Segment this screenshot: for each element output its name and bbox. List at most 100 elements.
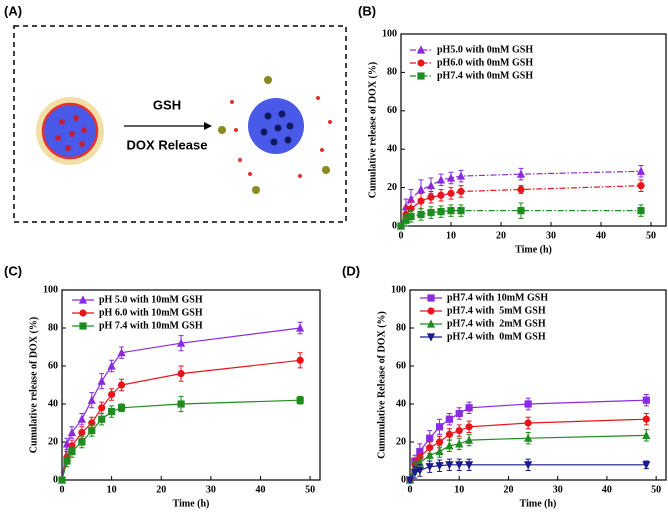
x-tick-label: 0 [399, 230, 404, 241]
x-tick-label: 50 [651, 484, 661, 495]
x-tick-label: 30 [553, 484, 563, 495]
y-tick-label: 100 [382, 28, 397, 39]
marker [98, 404, 106, 412]
marker [455, 427, 463, 435]
marker [426, 319, 436, 328]
marker [447, 189, 455, 197]
y-tick-label: 60 [396, 360, 406, 371]
legend-label: pH 7.4 with 10mM GSH [99, 320, 203, 331]
marker [417, 72, 425, 80]
marker [464, 461, 474, 470]
x-tick-label: 30 [546, 230, 556, 241]
marker [457, 187, 465, 196]
marker [435, 438, 444, 446]
y-tick-label: 40 [48, 398, 58, 409]
marker [445, 461, 454, 470]
y-tick-label: 60 [387, 105, 397, 116]
series-line [409, 418, 647, 481]
x-tick-label: 50 [646, 230, 656, 241]
x-tick-label: 40 [255, 484, 265, 495]
marker [426, 333, 436, 342]
marker [402, 216, 410, 224]
marker [97, 376, 106, 385]
marker [417, 197, 425, 205]
marker [437, 191, 445, 199]
y-tick-label: 20 [396, 436, 406, 447]
released-particle [218, 76, 332, 194]
panel-label: (C) [4, 263, 22, 278]
marker [416, 45, 426, 54]
chart-panel: (D) 0 10 20 30 40 50 0 20 40 60 80 100 Time (h) Cummul… [342, 263, 667, 509]
marker [427, 307, 435, 315]
arrow-head [204, 122, 212, 130]
marker [296, 323, 305, 332]
loaded-particle [36, 97, 104, 165]
y-tick-label: 0 [392, 220, 397, 231]
marker [445, 441, 454, 450]
marker [456, 171, 466, 180]
marker [415, 466, 424, 476]
plot-frame [400, 33, 667, 227]
marker [445, 430, 453, 438]
marker [88, 427, 96, 435]
marker [78, 438, 86, 446]
marker [425, 463, 434, 472]
marker [177, 370, 185, 378]
y-tick-label: 100 [391, 284, 406, 295]
legend-label: pH7.4 with 2mM GSH [447, 318, 546, 329]
y-tick-label: 20 [48, 436, 58, 447]
legend-label: pH6.0 with 0mM GSH [437, 57, 533, 68]
x-tick-label: 0 [60, 484, 65, 495]
marker [445, 415, 453, 423]
y-tick-label: 80 [396, 322, 406, 333]
y-tick-label: 20 [387, 182, 397, 193]
marker [455, 409, 463, 418]
legend-label: pH7.4 with 0mM GSH [437, 70, 533, 81]
marker [637, 207, 645, 215]
y-tick-label: 40 [396, 398, 406, 409]
x-axis-label: Time (h) [520, 498, 557, 509]
marker [455, 461, 464, 470]
y-axis-label: Cumulative release of DOX (%) [367, 62, 378, 198]
marker [117, 404, 126, 412]
legend-label: pH5.0 with 0mM GSH [437, 44, 533, 55]
plot-frame [61, 289, 321, 481]
y-tick-label: 0 [53, 474, 58, 485]
arrow-bottom-text: DOX Release [127, 137, 208, 152]
marker [117, 381, 126, 389]
marker [108, 390, 116, 399]
marker [417, 59, 425, 67]
chart-panel: (B) 0 10 20 30 40 50 0 20 40 60 80 100 Time (h) Cumula… [358, 3, 667, 255]
marker [435, 423, 444, 431]
marker [79, 309, 87, 317]
marker [435, 462, 444, 471]
x-tick-label: 30 [206, 484, 216, 495]
x-tick-label: 40 [602, 484, 612, 495]
marker [68, 447, 76, 456]
marker [465, 423, 473, 431]
marker [524, 400, 532, 408]
marker [437, 208, 445, 216]
marker [78, 428, 86, 437]
marker [417, 210, 425, 219]
marker [636, 166, 646, 175]
marker [77, 414, 86, 423]
x-tick-label: 20 [156, 484, 166, 495]
marker [455, 439, 464, 448]
legend-label: pH7.4 with 5mM GSH [447, 305, 546, 316]
legend-label: pH 6.0 with 10mM GSH [99, 307, 203, 318]
y-axis-label: Cumulative release of DOX (%) [28, 317, 39, 453]
marker [642, 396, 650, 404]
series-line [400, 210, 641, 227]
legend-label: pH 5.0 with 10mM GSH [99, 294, 203, 305]
marker [98, 415, 106, 423]
plot-frame [409, 289, 667, 481]
marker [107, 361, 116, 370]
marker [465, 404, 473, 412]
marker [457, 207, 465, 215]
x-tick-label: 0 [408, 484, 413, 495]
y-tick-label: 80 [387, 67, 397, 78]
y-axis-label: Cummulative Release of DOX (%) [376, 311, 387, 459]
marker [524, 433, 533, 442]
